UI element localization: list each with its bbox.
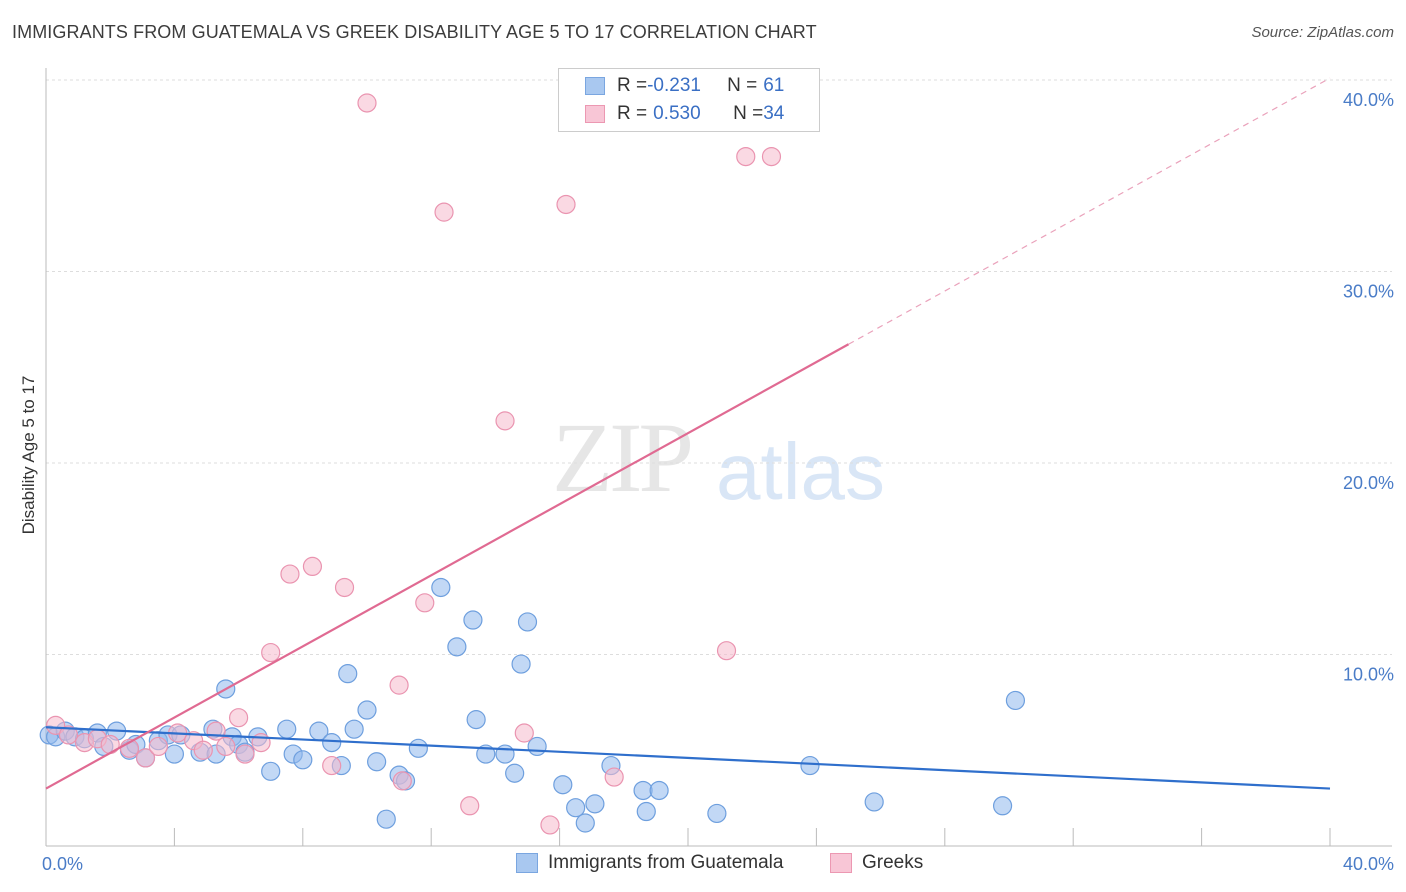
point-guatemala [633,780,653,801]
point-guatemala [357,700,377,720]
point-greeks [392,771,412,791]
legend-label-greeks: Greeks [862,852,924,873]
point-guatemala [164,744,184,764]
point-guatemala [367,752,387,772]
point-greeks [193,740,213,760]
point-greeks [46,715,66,735]
trendline-greeks [45,343,850,790]
point-greeks [736,147,756,167]
legend-swatch-greeks [830,853,852,873]
point-greeks [334,577,355,598]
point-guatemala [636,801,656,822]
point-guatemala [527,736,547,757]
point-greeks [302,556,323,577]
x-tick-label: 0.0% [42,854,83,874]
series-legend: Immigrants from Guatemala Greeks [0,852,1406,878]
point-guatemala [992,796,1013,816]
point-guatemala [1005,690,1026,711]
point-greeks [280,564,300,584]
point-guatemala [463,610,483,630]
point-greeks [148,736,168,757]
point-guatemala [261,761,281,781]
point-guatemala [553,775,573,795]
point-greeks [135,748,156,768]
point-guatemala [277,719,297,739]
point-greeks [389,675,409,695]
point-greeks [495,411,515,431]
point-greeks [216,736,236,757]
point-guatemala [466,710,486,730]
point-greeks [540,815,560,835]
point-guatemala [566,798,586,818]
legend-label-guatemala: Immigrants from Guatemala [548,852,784,873]
watermark-atlas: atlas [716,427,885,516]
trendline-greeks-extension [848,77,1331,345]
legend-item-greeks[interactable]: Greeks [830,852,923,874]
y-tick-label: 20.0% [1343,473,1394,493]
point-guatemala [800,755,820,776]
y-tick-label: 30.0% [1343,282,1394,302]
point-greeks [100,734,120,755]
legend-n-value: 61 [763,75,785,96]
point-greeks [604,767,624,787]
point-greeks [434,202,454,222]
point-guatemala [505,763,525,783]
point-guatemala [864,792,884,812]
point-guatemala [447,637,467,657]
legend-r-label: R = [617,75,648,96]
stats-legend: R = -0.231 N = 61 R = 0.530 N = 34 [558,68,820,132]
chart-source: Source: ZipAtlas.com [1251,24,1394,41]
x-tick-label: 40.0% [1343,854,1394,874]
y-axis-label: Disability Age 5 to 17 [19,376,38,535]
point-guatemala [585,794,605,814]
point-greeks [415,593,435,613]
legend-r-value: 0.530 [653,103,701,124]
point-greeks [58,725,79,745]
point-greeks [556,194,576,215]
chart-title: IMMIGRANTS FROM GUATEMALA VS GREEK DISAB… [12,22,817,42]
point-guatemala [511,654,531,674]
point-greeks [460,796,480,816]
point-guatemala [517,612,538,632]
point-guatemala [408,738,428,758]
legend-swatch-guatemala [585,77,605,95]
legend-item-guatemala[interactable]: Immigrants from Guatemala [516,852,783,874]
point-greeks [206,721,226,741]
point-greeks [235,744,255,764]
point-greeks [357,93,377,113]
point-guatemala [476,744,496,764]
point-greeks [229,708,249,728]
point-guatemala [293,750,313,770]
legend-swatch-guatemala [516,853,538,873]
point-guatemala [707,803,727,824]
legend-r-label: R = [617,103,648,124]
point-guatemala [575,813,595,833]
legend-swatch-greeks [585,105,605,123]
point-guatemala [322,732,342,753]
point-greeks [761,147,782,167]
legend-row-greeks: R = 0.530 N = 34 [585,101,784,127]
point-greeks [514,723,534,743]
legend-row-guatemala: R = -0.231 N = 61 [585,73,784,99]
y-tick-label: 40.0% [1343,90,1394,110]
legend-n-label: N = [727,75,758,96]
trendline-guatemala [45,726,1331,790]
y-tick-label: 10.0% [1343,665,1394,685]
point-guatemala [649,780,669,801]
point-greeks [716,641,737,661]
point-guatemala [338,664,358,684]
point-guatemala [344,719,364,739]
point-guatemala [376,809,396,829]
legend-n-value: 34 [763,103,785,124]
legend-r-value: -0.231 [647,75,701,96]
legend-n-label: N = [733,103,764,124]
point-guatemala [431,577,451,598]
point-greeks [322,755,342,776]
point-greeks [261,642,281,663]
